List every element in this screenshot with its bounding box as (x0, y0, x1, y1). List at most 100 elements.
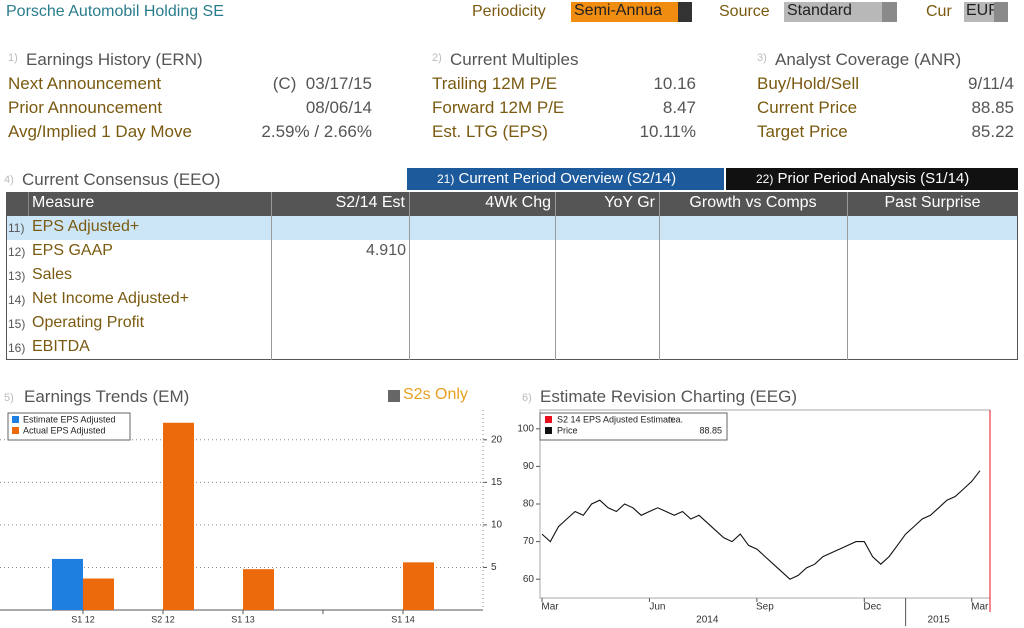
section-number: 6) (522, 392, 532, 404)
y-tick-label: 10 (491, 520, 503, 531)
row-measure[interactable]: EPS Adjusted+ (32, 218, 140, 235)
row-number: 11) (8, 221, 25, 235)
year-label: 2015 (928, 615, 951, 626)
legend-swatch (12, 416, 19, 423)
x-tick-label: Dec (863, 602, 881, 613)
legend-swatch (545, 416, 552, 423)
y-tick-label: 70 (523, 536, 535, 547)
field-label: Avg/Implied 1 Day Move (8, 122, 192, 141)
source-label: Source (719, 3, 770, 20)
column-header: YoY Gr (604, 194, 655, 211)
legend-value: n.a. (668, 414, 683, 424)
periodicity-label: Periodicity (472, 3, 546, 20)
chart-title: Earnings Trends (EM) (24, 387, 190, 406)
field-label: Next Announcement (8, 74, 162, 93)
x-tick-label: S1 14 (391, 614, 415, 624)
column-header: Growth vs Comps (689, 194, 817, 211)
column-divider (659, 192, 660, 360)
row-measure[interactable]: Operating Profit (32, 314, 145, 331)
column-header: 4Wk Chg (485, 194, 551, 211)
x-tick-label: Mar (541, 602, 559, 613)
legend-box (7, 412, 131, 441)
price-line (541, 470, 981, 580)
field-value: 88.85 (971, 98, 1014, 117)
bar (163, 422, 194, 610)
dropdown-arrow[interactable] (678, 2, 692, 22)
y-tick-label: 100 (517, 423, 534, 434)
section-title: Current Multiples (450, 50, 579, 69)
source-dropdown[interactable]: Standard (784, 2, 882, 22)
year-label: 2014 (696, 615, 719, 626)
field-value: 85.22 (971, 122, 1014, 141)
row-number: 14) (8, 293, 26, 307)
column-header: Past Surprise (884, 194, 981, 211)
bar (403, 562, 434, 610)
tab[interactable]: 21) Current Period Overview (S2/14) (407, 168, 724, 190)
tab[interactable]: 22) Prior Period Analysis (S1/14) (726, 168, 1018, 190)
x-tick-label: S1 12 (71, 614, 95, 624)
y-tick-label: 80 (523, 499, 535, 510)
legend-label: Actual EPS Adjusted (23, 425, 106, 435)
y-tick-label: 90 (523, 461, 535, 472)
legend-label: Price (557, 425, 578, 435)
dropdown-arrow[interactable] (882, 2, 897, 22)
bar (83, 578, 114, 610)
x-tick-label: Jun (649, 602, 665, 613)
field-value: 08/06/14 (305, 98, 372, 117)
checkbox[interactable] (388, 390, 400, 402)
row-measure[interactable]: EBITDA (32, 338, 90, 355)
row-number: 15) (8, 317, 26, 331)
row-number: 12) (8, 245, 26, 259)
column-divider (409, 192, 410, 360)
section-title: Analyst Coverage (ANR) (775, 50, 962, 69)
checkbox-label[interactable]: S2s Only (403, 386, 468, 403)
column-divider (271, 192, 272, 360)
row-estimate: 4.910 (365, 242, 406, 259)
y-tick-label: 20 (491, 434, 503, 445)
header-divider (28, 192, 29, 216)
legend-swatch (12, 427, 19, 434)
field-value: (C) 03/17/15 (272, 74, 372, 93)
row-highlight[interactable] (7, 216, 1017, 240)
field-value: 2.59% / 2.66% (261, 122, 372, 141)
legend-box (539, 412, 728, 441)
column-divider (847, 192, 848, 360)
section-title: Earnings History (ERN) (26, 50, 203, 69)
bar (243, 569, 274, 610)
x-tick-label: S2 12 (151, 614, 175, 624)
field-label: Prior Announcement (8, 98, 163, 117)
field-value: 9/11/4 (967, 74, 1014, 93)
row-measure[interactable]: Net Income Adjusted+ (32, 290, 189, 307)
y-tick-label: 60 (523, 574, 535, 585)
cur-dropdown[interactable]: EUR (964, 2, 1000, 22)
legend-label: Estimate EPS Adjusted (23, 414, 116, 424)
dropdown-arrow[interactable] (994, 2, 1008, 22)
legend-label: S2 14 EPS Adjusted Estimate (557, 414, 676, 424)
legend-swatch (545, 427, 552, 434)
y-tick-label: 15 (491, 477, 503, 488)
tab-label: Prior Period Analysis (S1/14) (773, 170, 970, 187)
field-value: 10.16 (653, 74, 696, 93)
row-measure[interactable]: Sales (32, 266, 73, 283)
field-value: 10.11% (639, 122, 696, 141)
chart-title: Estimate Revision Charting (EEG) (540, 387, 797, 406)
legend-value: 88.85 (699, 425, 722, 435)
bar (52, 558, 83, 610)
column-divider (555, 192, 556, 360)
tab-number: 22) (756, 172, 774, 186)
section-number: 1) (8, 52, 18, 64)
field-label: Target Price (757, 122, 848, 141)
column-header: Measure (32, 194, 95, 211)
x-tick-label: S1 13 (231, 614, 255, 624)
column-header: S2/14 Est (335, 194, 405, 211)
section-number: 2) (432, 52, 442, 64)
periodicity-dropdown[interactable]: Semi-Annua (571, 2, 678, 22)
field-label: Trailing 12M P/E (432, 74, 558, 93)
row-measure[interactable]: EPS GAAP (32, 242, 113, 259)
x-tick-label: Sep (756, 602, 774, 613)
app-title: Porsche Automobil Holding SE (6, 3, 224, 20)
y-tick-label: 5 (491, 562, 497, 573)
field-label: Est. LTG (EPS) (432, 122, 548, 141)
